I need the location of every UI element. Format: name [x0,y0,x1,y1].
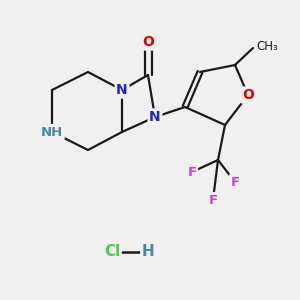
Text: N: N [149,110,161,124]
Text: N: N [116,83,128,97]
Text: H: H [142,244,154,260]
Text: CH₃: CH₃ [256,40,278,52]
Text: F: F [208,194,217,206]
Text: F: F [188,166,196,178]
Text: NH: NH [41,125,63,139]
Text: F: F [230,176,240,188]
Text: O: O [242,88,254,102]
Text: O: O [142,35,154,49]
Text: Cl: Cl [104,244,120,260]
